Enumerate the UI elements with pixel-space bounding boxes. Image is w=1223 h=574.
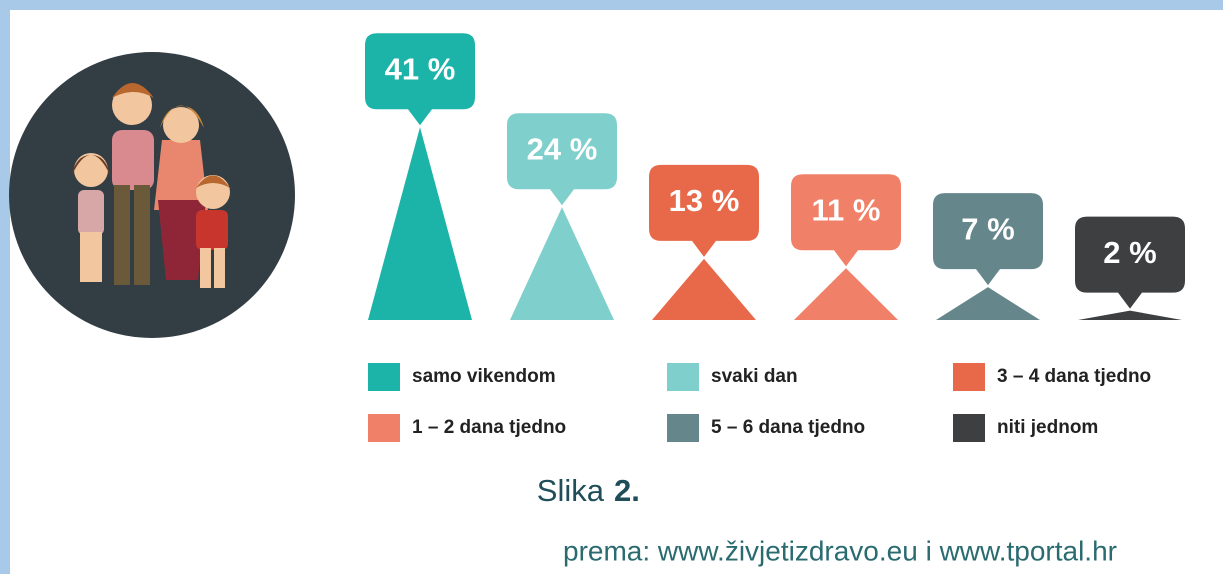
source: prema: www.živjetizdravo.eu i www.tporta… xyxy=(563,535,1117,566)
value-label: 7 % xyxy=(961,211,1014,246)
figure-label: Slika xyxy=(537,473,605,508)
legend-swatch xyxy=(667,363,699,391)
legend-swatch xyxy=(953,414,985,442)
family-illustration xyxy=(9,52,295,338)
value-label: 24 % xyxy=(527,131,598,166)
value-callout xyxy=(649,164,759,257)
value-callout xyxy=(791,174,901,267)
triangle-bar xyxy=(1078,310,1182,320)
triangle-bar xyxy=(510,207,614,320)
triangle-bar xyxy=(368,127,472,320)
legend-label: samo vikendom xyxy=(412,366,556,387)
value-label: 2 % xyxy=(1103,235,1156,270)
figure-number: 2. xyxy=(614,473,640,508)
legend-swatch xyxy=(368,363,400,391)
triangle-bar xyxy=(936,287,1040,320)
value-callout xyxy=(507,113,617,206)
value-label: 41 % xyxy=(385,51,456,86)
legend-swatch xyxy=(368,414,400,442)
triangle-bar xyxy=(652,258,756,320)
legend-label: 3 – 4 dana tjedno xyxy=(997,366,1151,387)
triangle-bar xyxy=(794,268,898,320)
legend-label: 1 – 2 dana tjedno xyxy=(412,417,566,438)
legend-label: niti jednom xyxy=(997,417,1098,438)
value-callout xyxy=(1075,216,1185,309)
value-label: 11 % xyxy=(812,192,881,227)
value-callout xyxy=(933,193,1043,286)
legend-swatch xyxy=(667,414,699,442)
legend-label: svaki dan xyxy=(711,366,798,387)
value-label: 13 % xyxy=(669,183,740,218)
legend-swatch xyxy=(953,363,985,391)
value-callout xyxy=(365,33,475,126)
legend-label: 5 – 6 dana tjedno xyxy=(711,417,865,438)
